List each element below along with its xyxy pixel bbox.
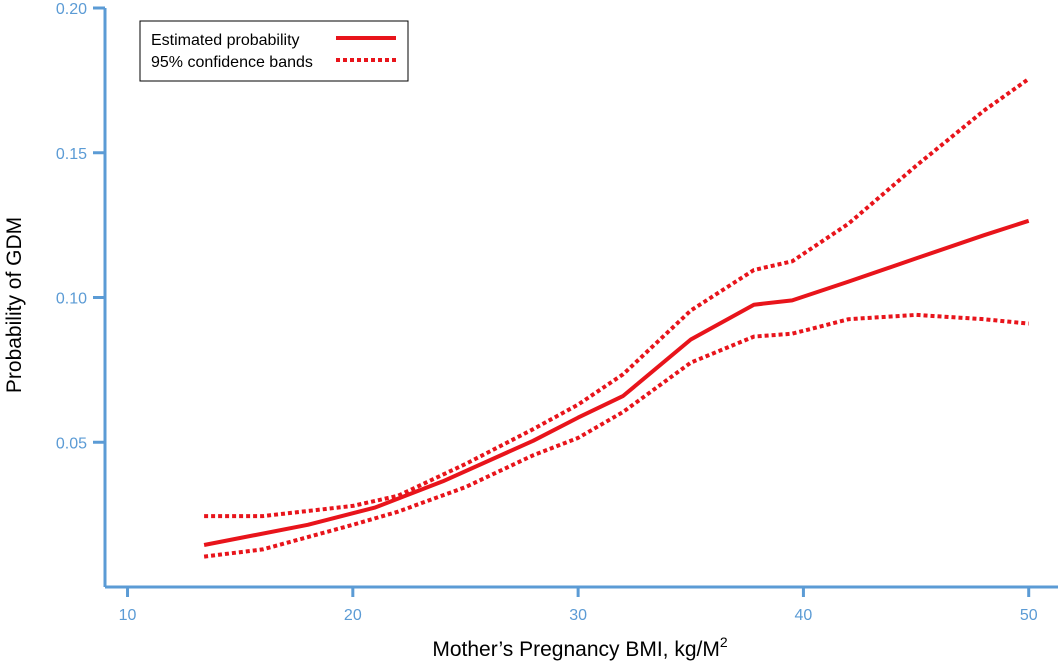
x-tick-label: 30: [569, 607, 587, 624]
series-layer: [203, 77, 1030, 559]
y-tick-label: 0.20: [56, 1, 87, 18]
series-estimated-probability: [203, 218, 1030, 547]
x-axis-title-superscript: 2: [720, 634, 728, 650]
legend-label-confidence: 95% confidence bands: [151, 54, 313, 71]
x-axis-title: Mother’s Pregnancy BMI, kg/M2: [432, 634, 728, 661]
y-tick-label: 0.15: [56, 146, 87, 163]
ticks: 0.05 0.10 0.15 0.20 10 20 30 40 50: [56, 1, 1038, 624]
x-tick-label: 50: [1020, 607, 1038, 624]
series-lower-confidence-band: [203, 312, 1029, 559]
x-tick-label: 10: [119, 607, 137, 624]
y-tick-label: 0.10: [56, 291, 87, 308]
axes: [103, 8, 1058, 589]
legend-box: [139, 20, 409, 82]
y-tick-label: 0.05: [56, 435, 87, 452]
x-axis-title-main: Mother’s Pregnancy BMI, kg/M: [432, 638, 720, 661]
legend: Estimated probability 95% confidence ban…: [139, 20, 409, 82]
legend-label-estimated: Estimated probability: [151, 32, 300, 49]
y-axis-title: Probability of GDM: [3, 217, 26, 393]
x-tick-label: 20: [344, 607, 362, 624]
series-upper-confidence-band: [204, 77, 1030, 519]
x-tick-label: 40: [795, 607, 813, 624]
